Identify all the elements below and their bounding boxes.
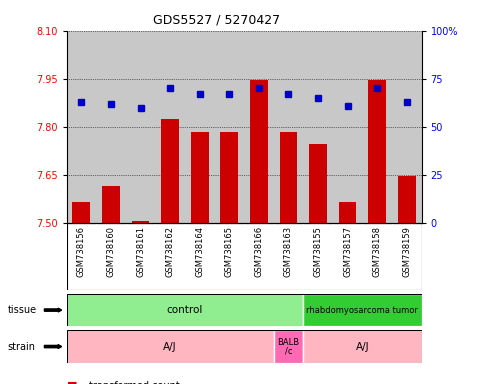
- Text: A/J: A/J: [163, 341, 177, 352]
- Bar: [280, 131, 297, 223]
- Text: GSM738155: GSM738155: [314, 226, 322, 277]
- Bar: [67, 330, 274, 363]
- Bar: [303, 294, 422, 326]
- Text: rhabdomyosarcoma tumor: rhabdomyosarcoma tumor: [307, 306, 418, 314]
- Bar: [220, 131, 238, 223]
- Bar: [72, 202, 90, 223]
- Text: A/J: A/J: [355, 341, 369, 352]
- Text: GSM738158: GSM738158: [373, 226, 382, 277]
- Text: tissue: tissue: [7, 305, 36, 315]
- Text: GDS5527 / 5270427: GDS5527 / 5270427: [153, 13, 281, 26]
- Bar: [102, 186, 120, 223]
- Bar: [392, 31, 422, 223]
- Bar: [244, 31, 274, 223]
- Bar: [214, 31, 244, 223]
- Bar: [155, 31, 185, 223]
- Text: GSM738166: GSM738166: [254, 226, 263, 277]
- Text: GSM738161: GSM738161: [136, 226, 145, 277]
- Bar: [333, 31, 362, 223]
- Bar: [303, 31, 333, 223]
- Bar: [274, 330, 303, 363]
- Text: GSM738159: GSM738159: [402, 226, 411, 277]
- Text: GSM738157: GSM738157: [343, 226, 352, 277]
- Bar: [185, 31, 214, 223]
- Bar: [250, 80, 268, 223]
- Text: ■: ■: [67, 381, 77, 384]
- Bar: [126, 31, 155, 223]
- Bar: [274, 31, 303, 223]
- Bar: [67, 31, 96, 223]
- Text: GSM738165: GSM738165: [225, 226, 234, 277]
- Text: control: control: [167, 305, 203, 315]
- Bar: [362, 31, 392, 223]
- Bar: [303, 330, 422, 363]
- Bar: [96, 31, 126, 223]
- Text: BALB
/c: BALB /c: [278, 338, 299, 356]
- Text: GSM738164: GSM738164: [195, 226, 204, 277]
- Text: strain: strain: [7, 341, 35, 352]
- Bar: [339, 202, 356, 223]
- Bar: [309, 144, 327, 223]
- Text: transformed count: transformed count: [89, 381, 179, 384]
- Text: GSM738156: GSM738156: [77, 226, 86, 277]
- Bar: [368, 80, 386, 223]
- Bar: [132, 221, 149, 223]
- Text: GSM738162: GSM738162: [166, 226, 175, 277]
- Bar: [398, 176, 416, 223]
- Text: GSM738163: GSM738163: [284, 226, 293, 277]
- Bar: [191, 131, 209, 223]
- Text: GSM738160: GSM738160: [106, 226, 115, 277]
- Bar: [161, 119, 179, 223]
- Bar: [67, 294, 303, 326]
